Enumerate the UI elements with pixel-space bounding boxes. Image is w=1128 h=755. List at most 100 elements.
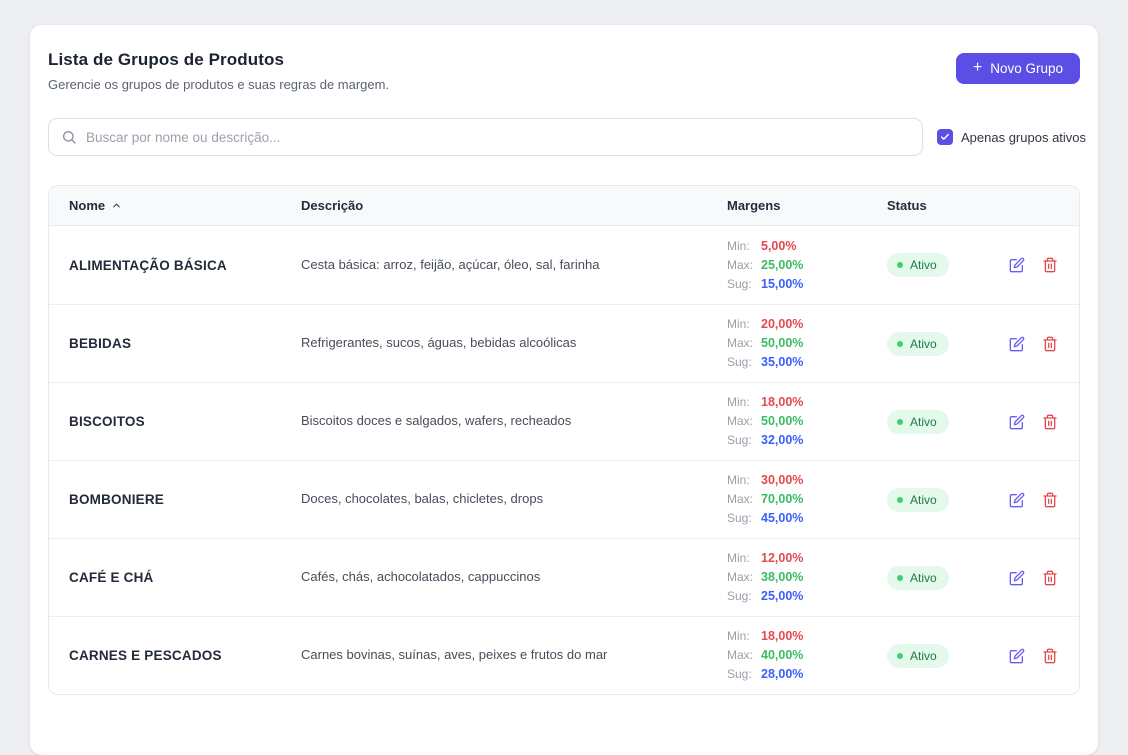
edit-pencil-icon [1009,570,1025,585]
margin-min-label: Min: [727,317,750,331]
status-dot-icon [897,340,903,347]
margin-max-label: Max: [727,414,754,428]
status-badge: Ativo [887,409,949,434]
delete-button[interactable] [1040,334,1060,354]
status-badge-label: Ativo [910,492,937,507]
margin-min-label: Min: [727,473,750,487]
group-description: Biscoitos doces e salgados, wafers, rech… [301,413,572,429]
edit-pencil-icon [1009,492,1025,507]
trash-icon [1043,492,1057,507]
edit-button[interactable] [1007,412,1027,432]
margin-max-value: 70,00% [761,492,804,506]
group-name: BEBIDAS [69,336,132,351]
filter-row: Apenas grupos ativos [48,118,1086,156]
margin-max-label: Max: [727,570,754,584]
delete-button[interactable] [1040,646,1060,666]
group-description: Cesta básica: arroz, feijão, açúcar, óle… [301,256,600,272]
edit-pencil-icon [1009,336,1025,351]
page-title: Lista de Grupos de Produtos [48,50,285,69]
status-dot-icon [897,262,903,268]
margin-max-label: Max: [727,648,754,662]
product-groups-card: Lista de Grupos de Produtos Gerencie os … [30,25,1098,755]
margin-min-value: 18,00% [761,395,804,409]
column-header-description[interactable]: Descrição [301,198,364,213]
column-header-status[interactable]: Status [887,198,927,213]
margin-max-label: Max: [727,257,754,272]
sort-asc-icon [113,203,120,208]
margin-min-label: Min: [727,629,750,643]
margin-min-value: 30,00% [761,473,804,487]
group-name: BISCOITOS [69,414,145,429]
group-name: ALIMENTAÇÃO BÁSICA [69,257,227,273]
group-margins: Min: 30,00% Max: 70,00% Sug: 45,00% [705,471,865,528]
margin-sug-value: 32,00% [761,433,804,447]
table-row: BISCOITOS Biscoitos doces e salgados, wa… [49,382,1079,460]
edit-pencil-icon [1009,257,1025,273]
status-badge-label: Ativo [910,336,937,351]
margin-min-label: Min: [727,395,750,409]
status-badge: Ativo [887,643,949,668]
edit-button[interactable] [1007,490,1027,510]
product-groups-table: Nome Descrição Margens Status ALIMENTAÇÃ… [48,185,1080,695]
table-row: CAFÉ E CHÁ Cafés, chás, achocolatados, c… [49,538,1079,616]
margin-max-value: 38,00% [761,570,804,584]
trash-icon [1043,257,1057,273]
column-header-margins[interactable]: Margens [727,198,781,213]
group-description: Carnes bovinas, suínas, aves, peixes e f… [301,647,608,663]
trash-icon [1043,336,1057,351]
group-description: Cafés, chás, achocolatados, cappuccinos [301,569,541,585]
search-input[interactable] [86,129,910,145]
margin-max-label: Max: [727,492,754,506]
margin-sug-label: Sug: [727,433,752,447]
group-margins: Min: 20,00% Max: 50,00% Sug: 35,00% [705,315,865,372]
status-dot-icon [897,574,903,581]
margin-sug-value: 15,00% [761,276,804,291]
search-icon [62,131,76,144]
page-subtitle: Gerencie os grupos de produtos e suas re… [48,77,390,92]
table-row: BOMBONIERE Doces, chocolates, balas, chi… [49,460,1079,538]
group-description: Doces, chocolates, balas, chicletes, dro… [301,491,544,507]
margin-sug-label: Sug: [727,589,752,603]
margin-min-value: 20,00% [761,317,804,331]
margin-max-value: 40,00% [761,648,804,662]
edit-button[interactable] [1007,334,1027,354]
active-groups-filter-label: Apenas grupos ativos [961,129,1087,145]
delete-button[interactable] [1040,412,1060,432]
margin-max-label: Max: [727,336,754,350]
status-badge: Ativo [887,565,949,590]
margin-sug-label: Sug: [727,355,752,369]
margin-max-value: 25,00% [761,257,804,272]
group-margins: Min: 5,00% Max: 25,00% Sug: 15,00% [705,237,865,294]
table-row: ALIMENTAÇÃO BÁSICA Cesta básica: arroz, … [49,226,1079,304]
group-name: BOMBONIERE [69,492,165,507]
delete-button[interactable] [1040,568,1060,588]
table-body: ALIMENTAÇÃO BÁSICA Cesta básica: arroz, … [49,226,1079,694]
status-dot-icon [897,418,903,425]
column-header-name[interactable]: Nome [49,198,281,213]
edit-button[interactable] [1007,646,1027,666]
margin-sug-value: 25,00% [761,589,804,603]
delete-button[interactable] [1040,255,1060,275]
active-groups-filter[interactable]: Apenas grupos ativos [937,129,1086,145]
margin-min-value: 12,00% [761,551,804,565]
group-margins: Min: 18,00% Max: 50,00% Sug: 32,00% [705,393,865,450]
checkbox-checked-icon[interactable] [937,129,953,145]
edit-button[interactable] [1007,255,1027,275]
margin-min-label: Min: [727,238,750,253]
status-badge: Ativo [887,331,949,356]
search-box[interactable] [48,118,923,156]
status-badge-label: Ativo [910,570,937,585]
group-margins: Min: 18,00% Max: 40,00% Sug: 28,00% [705,627,865,684]
margin-max-value: 50,00% [761,336,804,350]
status-badge-label: Ativo [910,648,937,663]
new-group-button[interactable]: + Novo Grupo [955,53,1080,84]
delete-button[interactable] [1040,490,1060,510]
margin-max-value: 50,00% [761,414,804,428]
edit-pencil-icon [1009,648,1025,663]
status-badge-label: Ativo [910,258,937,272]
margin-sug-label: Sug: [727,276,752,291]
table-header-row: Nome Descrição Margens Status [49,186,1079,226]
group-description: Refrigerantes, sucos, águas, bebidas alc… [301,335,577,351]
edit-button[interactable] [1007,568,1027,588]
margin-min-label: Min: [727,551,750,565]
